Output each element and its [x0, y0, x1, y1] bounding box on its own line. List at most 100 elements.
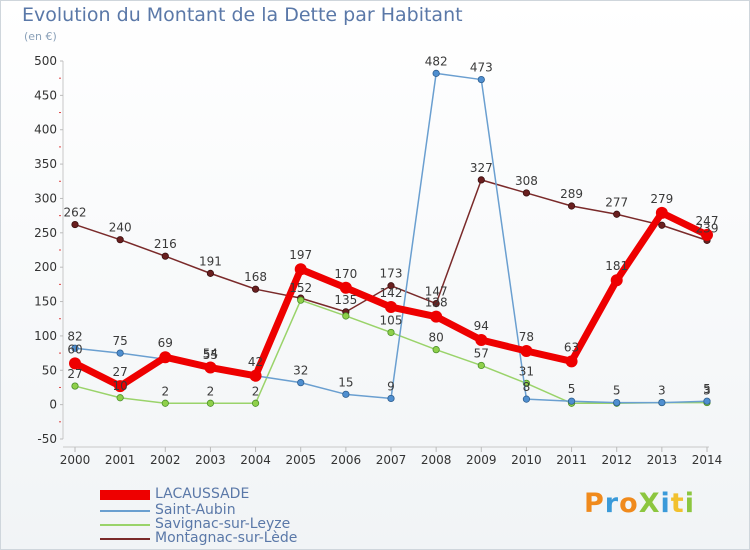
legend-item-lacaussade: LACAUSSADE	[100, 486, 360, 502]
data-point	[297, 379, 305, 387]
data-label: 289	[560, 187, 583, 201]
data-point	[297, 296, 305, 304]
data-point	[116, 394, 124, 402]
data-point	[161, 399, 169, 407]
data-label: 8	[523, 380, 531, 394]
logo-letter: i	[684, 488, 695, 519]
legend-swatch	[100, 510, 150, 512]
data-point	[522, 189, 531, 197]
legend-label: Saint-Aubin	[155, 502, 236, 518]
data-point	[432, 300, 440, 308]
data-label: 78	[519, 330, 534, 344]
data-point	[477, 75, 485, 84]
logo-letter: i	[660, 488, 671, 519]
data-point	[610, 274, 623, 287]
data-point	[71, 220, 79, 229]
data-label: 191	[199, 254, 222, 268]
data-point	[522, 395, 531, 403]
series-lines	[69, 69, 713, 407]
y-tick-label: -50	[37, 432, 57, 446]
data-label: 57	[474, 346, 489, 360]
data-point	[701, 228, 713, 241]
data-label: 240	[109, 221, 132, 235]
data-point	[387, 282, 395, 290]
data-point	[204, 361, 217, 374]
data-label: 482	[425, 54, 448, 68]
data-label: 197	[289, 248, 312, 262]
x-tick-label: 2010	[511, 453, 542, 467]
data-label: 473	[470, 61, 493, 75]
data-point	[475, 334, 488, 347]
x-tick-label: 2012	[601, 453, 632, 467]
data-label: 63	[564, 340, 579, 354]
data-label: 173	[380, 267, 403, 281]
data-label: 5	[568, 382, 576, 396]
x-tick-label: 2001	[105, 453, 136, 467]
data-point	[387, 394, 395, 403]
y-tick-label: 150	[34, 295, 57, 309]
data-point	[116, 349, 124, 357]
data-label: 31	[519, 364, 534, 378]
data-point	[477, 361, 485, 370]
x-tick-label: 2013	[647, 453, 678, 467]
chart-title: Evolution du Montant de la Dette par Hab…	[22, 4, 463, 26]
data-label: 10	[113, 379, 128, 393]
data-label: 69	[158, 336, 173, 350]
x-tick-label: 2004	[240, 453, 271, 467]
chart-axes: -50 0 50 100 150 200 250 300 350 400 450 500 2000 200…	[34, 54, 722, 467]
data-label: 42	[248, 355, 263, 369]
y-tick-label: 400	[34, 123, 57, 137]
x-tick-label: 2011	[556, 453, 587, 467]
data-point	[432, 69, 440, 77]
data-point	[159, 351, 172, 364]
data-label: 55	[203, 348, 218, 362]
data-point	[206, 399, 215, 407]
data-label: 5	[703, 382, 711, 396]
data-label: 15	[338, 375, 353, 389]
data-label: 2	[161, 384, 169, 398]
y-tick-label: 300	[34, 191, 57, 205]
y-tick-label: 50	[42, 363, 57, 377]
data-point	[385, 301, 397, 314]
data-label: 277	[605, 195, 628, 209]
data-label: 170	[334, 267, 357, 281]
data-point	[520, 345, 533, 358]
x-tick-label: 2005	[285, 453, 316, 467]
logo-letter: t	[670, 488, 685, 519]
legend-item-saint-aubin: Saint-Aubin	[100, 502, 360, 518]
data-point	[342, 390, 350, 398]
data-label: 239	[696, 221, 719, 235]
data-point	[658, 221, 666, 229]
data-point	[251, 399, 260, 407]
logo-letter: o	[619, 488, 639, 519]
data-point	[477, 176, 485, 184]
data-point	[114, 380, 127, 393]
x-tick-label: 2002	[150, 453, 181, 467]
proxiti-logo: ProXiti	[584, 488, 695, 519]
legend-label: Savignac-sur-Leyze	[155, 516, 291, 532]
data-label: 216	[154, 237, 177, 251]
data-label: 9	[387, 379, 395, 393]
data-point	[251, 285, 260, 293]
logo-letter: r	[604, 488, 620, 519]
y-tick-label: 100	[34, 329, 57, 343]
data-point	[567, 202, 576, 210]
legend-swatch	[100, 490, 150, 500]
x-tick-label: 2007	[376, 453, 407, 467]
data-label: 247	[696, 214, 719, 228]
data-label: 142	[380, 286, 403, 300]
data-point	[294, 263, 307, 276]
data-point	[655, 206, 668, 219]
data-point	[206, 269, 215, 277]
data-point	[339, 281, 352, 294]
x-tick-label: 2006	[331, 453, 362, 467]
legend-item-savignac-sur-leyze: Savignac-sur-Leyze	[100, 516, 360, 532]
data-point	[565, 355, 578, 368]
x-tick-label: 2009	[466, 453, 497, 467]
x-tick-label: 2014	[692, 453, 723, 467]
data-point	[658, 398, 666, 407]
data-label: 262	[64, 206, 87, 220]
